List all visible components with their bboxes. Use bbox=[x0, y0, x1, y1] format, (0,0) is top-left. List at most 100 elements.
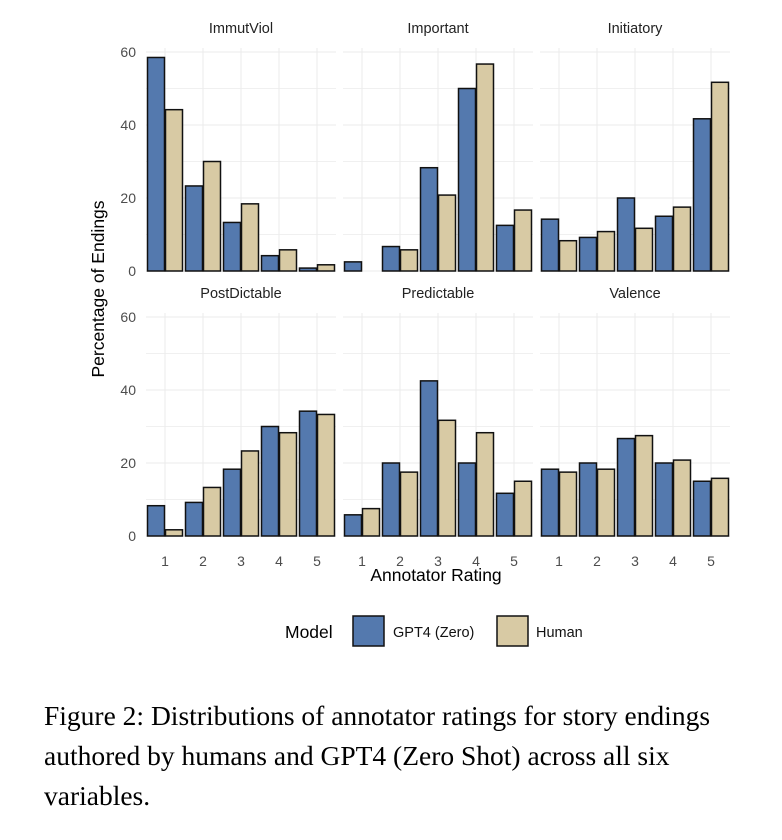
y-tick-label: 60 bbox=[120, 44, 136, 60]
bar-gpt4-rating-2 bbox=[578, 236, 598, 272]
facet-panel-predictable: Predictable 1 2 3 4 5 bbox=[343, 286, 533, 569]
bar-gpt4-rating-5 bbox=[495, 492, 515, 537]
bar-human-rating-3 bbox=[634, 227, 654, 272]
bar-gpt4-rating-4 bbox=[260, 425, 280, 537]
facet-panel-important: Important bbox=[343, 21, 533, 272]
bar-human-rating-5 bbox=[316, 264, 336, 272]
bar-human-rating-3 bbox=[240, 450, 260, 537]
y-tick-label: 20 bbox=[120, 190, 136, 206]
bar-human-rating-4 bbox=[475, 431, 495, 537]
bar-gpt4-rating-3 bbox=[616, 197, 636, 272]
legend-key-gpt4 bbox=[352, 615, 385, 647]
x-tick-label: 4 bbox=[472, 553, 480, 569]
bar-human-rating-3 bbox=[437, 419, 457, 537]
bar-gpt4-rating-3 bbox=[222, 221, 242, 272]
bar-human-rating-4 bbox=[475, 63, 495, 272]
bar-human-rating-4 bbox=[278, 431, 298, 537]
y-tick-label: 0 bbox=[128, 263, 136, 279]
x-tick-label: 1 bbox=[161, 553, 169, 569]
facet-title: Valence bbox=[609, 286, 660, 302]
x-tick-label: 4 bbox=[275, 553, 283, 569]
bar-gpt4-rating-5 bbox=[692, 480, 712, 537]
x-tick-label: 2 bbox=[396, 553, 404, 569]
bar-human-rating-2 bbox=[399, 249, 419, 272]
bar-gpt4-rating-5 bbox=[298, 267, 318, 272]
x-axis-title: Annotator Rating bbox=[370, 565, 501, 585]
x-tick-label: 3 bbox=[434, 553, 442, 569]
bar-gpt4-rating-4 bbox=[457, 87, 477, 272]
bar-gpt4-rating-2 bbox=[381, 245, 401, 272]
facet-panel-initiatory: Initiatory bbox=[540, 21, 730, 272]
facet-panel-postdictable: PostDictable 0 20 40 60 1 2 3 4 5 bbox=[120, 286, 336, 569]
bar-gpt4-rating-5 bbox=[692, 118, 712, 272]
bar-gpt4-rating-2 bbox=[578, 462, 598, 537]
x-tick-label: 5 bbox=[707, 553, 715, 569]
bar-human-rating-5 bbox=[513, 209, 533, 272]
x-tick-label: 4 bbox=[669, 553, 677, 569]
bar-gpt4-rating-1 bbox=[343, 514, 363, 537]
x-tick-label: 3 bbox=[631, 553, 639, 569]
facet-title: PostDictable bbox=[200, 286, 281, 302]
x-tick-label: 2 bbox=[593, 553, 601, 569]
y-tick-label: 60 bbox=[120, 309, 136, 325]
bar-gpt4-rating-1 bbox=[540, 218, 560, 272]
bar-gpt4-rating-1 bbox=[540, 468, 560, 537]
facet-title: ImmutViol bbox=[209, 21, 273, 37]
bar-gpt4-rating-1 bbox=[146, 56, 166, 272]
bar-gpt4-rating-4 bbox=[260, 254, 280, 272]
bar-human-rating-2 bbox=[202, 486, 222, 537]
bar-human-rating-1 bbox=[164, 529, 184, 537]
bar-human-rating-5 bbox=[710, 477, 730, 537]
facet-panel-valence: Valence 1 2 3 4 5 bbox=[540, 286, 730, 569]
bar-human-rating-2 bbox=[202, 160, 222, 272]
bar-gpt4-rating-4 bbox=[654, 462, 674, 537]
bar-human-rating-1 bbox=[164, 108, 184, 272]
facet-panel-immutviol: ImmutViol 0 20 40 60 bbox=[120, 21, 336, 279]
bar-human-rating-4 bbox=[672, 206, 692, 272]
x-tick-label: 3 bbox=[237, 553, 245, 569]
y-axis-title: Percentage of Endings bbox=[88, 200, 108, 377]
legend: Model GPT4 (Zero) Human bbox=[285, 615, 583, 647]
facet-title: Predictable bbox=[402, 286, 475, 302]
facet-title: Important bbox=[407, 21, 468, 37]
x-tick-label: 5 bbox=[510, 553, 518, 569]
bar-gpt4-rating-3 bbox=[616, 437, 636, 537]
bar-human-rating-3 bbox=[437, 194, 457, 272]
bar-gpt4-rating-4 bbox=[654, 215, 674, 272]
x-tick-label: 1 bbox=[358, 553, 366, 569]
figure-caption: Figure 2: Distributions of annotator rat… bbox=[44, 700, 711, 811]
bar-human-rating-5 bbox=[316, 413, 336, 537]
bar-gpt4-rating-1 bbox=[343, 261, 363, 272]
bar-human-rating-4 bbox=[278, 249, 298, 272]
bar-human-rating-2 bbox=[596, 230, 616, 272]
bar-gpt4-rating-5 bbox=[495, 224, 515, 272]
y-tick-label: 40 bbox=[120, 117, 136, 133]
bar-human-rating-3 bbox=[634, 434, 654, 537]
bar-gpt4-rating-5 bbox=[298, 410, 318, 537]
bar-human-rating-1 bbox=[361, 507, 381, 537]
bar-human-rating-1 bbox=[558, 471, 578, 537]
bar-gpt4-rating-2 bbox=[381, 462, 401, 537]
legend-label-human: Human bbox=[536, 625, 583, 641]
bar-human-rating-5 bbox=[710, 81, 730, 272]
bar-human-rating-2 bbox=[399, 471, 419, 537]
legend-label-gpt4: GPT4 (Zero) bbox=[393, 625, 474, 641]
x-tick-label: 5 bbox=[313, 553, 321, 569]
bar-human-rating-3 bbox=[240, 203, 260, 272]
bar-gpt4-rating-3 bbox=[222, 468, 242, 537]
bar-gpt4-rating-4 bbox=[457, 462, 477, 537]
bar-gpt4-rating-3 bbox=[419, 380, 439, 537]
y-tick-label: 0 bbox=[128, 528, 136, 544]
y-tick-label: 40 bbox=[120, 382, 136, 398]
bar-human-rating-1 bbox=[558, 239, 578, 272]
legend-title: Model bbox=[285, 622, 333, 642]
bar-gpt4-rating-2 bbox=[184, 185, 204, 272]
bar-human-rating-5 bbox=[513, 480, 533, 537]
bar-human-rating-4 bbox=[672, 459, 692, 537]
legend-key-human bbox=[496, 615, 529, 647]
bar-gpt4-rating-2 bbox=[184, 501, 204, 537]
x-tick-label: 1 bbox=[555, 553, 563, 569]
bar-gpt4-rating-3 bbox=[419, 166, 439, 272]
y-tick-label: 20 bbox=[120, 455, 136, 471]
